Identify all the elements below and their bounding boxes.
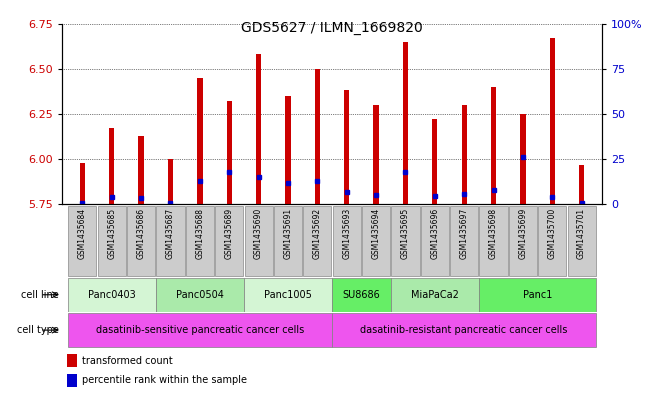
Bar <box>579 165 584 204</box>
Text: percentile rank within the sample: percentile rank within the sample <box>83 375 247 385</box>
Text: GSM1435698: GSM1435698 <box>489 208 498 259</box>
Text: GSM1435692: GSM1435692 <box>313 208 322 259</box>
Text: Panc0403: Panc0403 <box>88 290 135 300</box>
FancyBboxPatch shape <box>186 206 214 275</box>
Bar <box>109 129 115 204</box>
FancyBboxPatch shape <box>332 278 391 312</box>
Text: GSM1435689: GSM1435689 <box>225 208 234 259</box>
Bar <box>549 38 555 204</box>
FancyBboxPatch shape <box>274 206 302 275</box>
Text: Panc1: Panc1 <box>523 290 552 300</box>
Text: transformed count: transformed count <box>83 356 173 366</box>
Bar <box>67 374 77 387</box>
Bar <box>462 105 467 204</box>
Bar <box>67 354 77 367</box>
Bar <box>285 96 290 204</box>
FancyBboxPatch shape <box>333 206 361 275</box>
FancyBboxPatch shape <box>421 206 449 275</box>
Bar <box>80 163 85 204</box>
Text: GSM1435696: GSM1435696 <box>430 208 439 259</box>
Text: Panc1005: Panc1005 <box>264 290 312 300</box>
Bar <box>344 90 350 204</box>
FancyBboxPatch shape <box>568 206 596 275</box>
FancyBboxPatch shape <box>362 206 390 275</box>
FancyBboxPatch shape <box>215 206 243 275</box>
Text: GSM1435691: GSM1435691 <box>283 208 292 259</box>
FancyBboxPatch shape <box>68 206 96 275</box>
Text: GSM1435694: GSM1435694 <box>372 208 381 259</box>
FancyBboxPatch shape <box>332 313 596 347</box>
FancyBboxPatch shape <box>509 206 537 275</box>
FancyBboxPatch shape <box>244 278 332 312</box>
FancyBboxPatch shape <box>98 206 126 275</box>
Bar <box>139 136 144 204</box>
Text: GSM1435684: GSM1435684 <box>78 208 87 259</box>
Text: dasatinib-resistant pancreatic cancer cells: dasatinib-resistant pancreatic cancer ce… <box>361 325 568 335</box>
Text: GSM1435699: GSM1435699 <box>518 208 527 259</box>
FancyBboxPatch shape <box>245 206 273 275</box>
Text: SU8686: SU8686 <box>342 290 380 300</box>
Text: GSM1435700: GSM1435700 <box>547 208 557 259</box>
Text: GSM1435697: GSM1435697 <box>460 208 469 259</box>
FancyBboxPatch shape <box>127 206 155 275</box>
Text: Panc0504: Panc0504 <box>176 290 224 300</box>
Text: GDS5627 / ILMN_1669820: GDS5627 / ILMN_1669820 <box>241 21 423 35</box>
FancyBboxPatch shape <box>156 278 244 312</box>
Text: MiaPaCa2: MiaPaCa2 <box>411 290 459 300</box>
Text: GSM1435695: GSM1435695 <box>401 208 410 259</box>
Bar <box>403 42 408 204</box>
FancyBboxPatch shape <box>68 313 332 347</box>
Bar <box>432 119 437 204</box>
FancyBboxPatch shape <box>450 206 478 275</box>
Text: GSM1435685: GSM1435685 <box>107 208 117 259</box>
Text: GSM1435693: GSM1435693 <box>342 208 351 259</box>
Bar <box>227 101 232 204</box>
Text: cell type: cell type <box>17 325 59 335</box>
Bar <box>314 69 320 204</box>
FancyBboxPatch shape <box>156 206 185 275</box>
Text: GSM1435686: GSM1435686 <box>137 208 146 259</box>
FancyBboxPatch shape <box>538 206 566 275</box>
Bar <box>168 159 173 204</box>
Bar <box>374 105 379 204</box>
FancyBboxPatch shape <box>479 278 596 312</box>
Text: GSM1435688: GSM1435688 <box>195 208 204 259</box>
FancyBboxPatch shape <box>303 206 331 275</box>
FancyBboxPatch shape <box>391 206 419 275</box>
Bar <box>197 78 202 204</box>
Text: dasatinib-sensitive pancreatic cancer cells: dasatinib-sensitive pancreatic cancer ce… <box>96 325 304 335</box>
Bar <box>520 114 525 204</box>
Text: cell line: cell line <box>21 290 59 300</box>
FancyBboxPatch shape <box>391 278 479 312</box>
Bar <box>256 54 261 204</box>
FancyBboxPatch shape <box>479 206 508 275</box>
Text: GSM1435690: GSM1435690 <box>254 208 263 259</box>
Text: GSM1435701: GSM1435701 <box>577 208 586 259</box>
Text: GSM1435687: GSM1435687 <box>166 208 175 259</box>
FancyBboxPatch shape <box>68 278 156 312</box>
Bar <box>491 87 496 204</box>
